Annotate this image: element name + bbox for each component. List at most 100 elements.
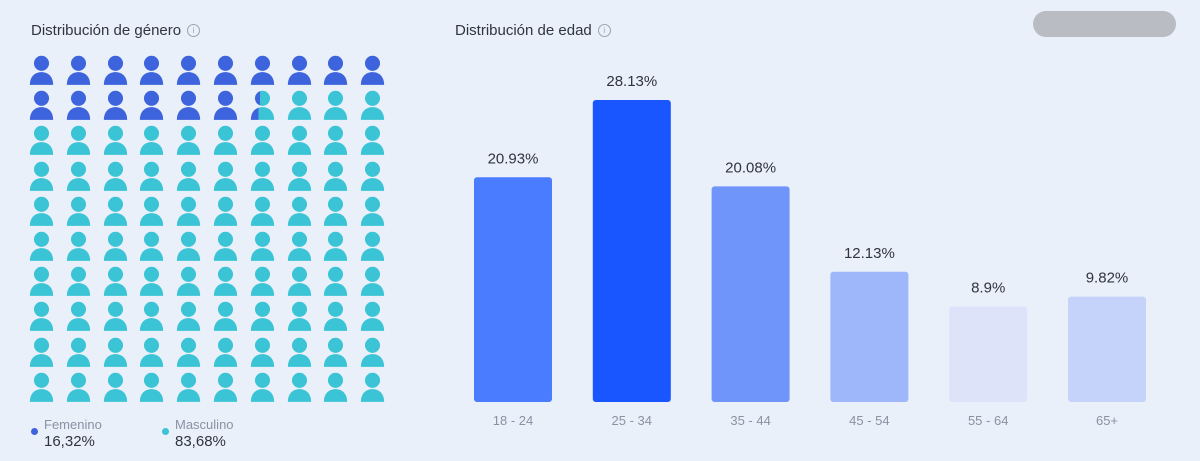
person-icon xyxy=(361,90,385,121)
person-icon xyxy=(250,372,274,402)
person-icon xyxy=(29,302,54,332)
person-icon xyxy=(213,302,238,332)
person-icon xyxy=(287,231,311,261)
legend-femenino-value: 16,32% xyxy=(44,433,95,450)
bar-value-label: 8.9% xyxy=(971,279,1005,296)
person-icon xyxy=(29,231,54,261)
person-icon xyxy=(250,161,274,191)
person-icon xyxy=(324,231,348,261)
x-tick-label: 55 - 64 xyxy=(968,413,1008,428)
person-icon xyxy=(361,337,385,367)
person-icon xyxy=(324,90,348,121)
age-bar[interactable] xyxy=(592,100,671,402)
person-icon xyxy=(250,302,274,332)
x-tick-label: 18 - 24 xyxy=(493,413,533,428)
legend-masculino-label: Masculino xyxy=(175,417,234,432)
person-icon xyxy=(361,231,385,261)
person-icon xyxy=(213,266,238,297)
person-icon xyxy=(287,302,311,332)
person-icon xyxy=(66,196,90,226)
person-icon xyxy=(324,126,348,156)
person-icon xyxy=(361,302,385,332)
person-icon xyxy=(66,55,90,85)
person-icon xyxy=(66,266,90,297)
person-icon xyxy=(287,337,311,367)
person-icon xyxy=(361,161,385,191)
person-icon xyxy=(140,337,164,367)
person-icon xyxy=(361,126,385,156)
age-bar[interactable] xyxy=(1068,296,1146,402)
person-icon xyxy=(287,196,311,226)
person-icon xyxy=(287,161,311,191)
age-bar[interactable] xyxy=(949,306,1028,402)
person-icon xyxy=(213,90,238,121)
person-icon xyxy=(29,372,54,402)
person-icon xyxy=(213,55,238,85)
person-icon xyxy=(29,55,54,85)
person-icon xyxy=(29,196,54,226)
person-icon xyxy=(177,302,201,332)
bar-value-label: 20.93% xyxy=(488,150,539,167)
person-icon xyxy=(66,90,90,121)
age-bar-chart: 20.93% 18 - 24 28.13% 25 - 34 20.08% 35 - 44 1… xyxy=(474,73,1146,428)
redacted-account-pill[interactable] xyxy=(1033,11,1176,37)
bar-value-label: 20.08% xyxy=(725,159,776,176)
person-icon xyxy=(140,266,164,297)
x-tick-label: 45 - 54 xyxy=(849,413,889,428)
person-icon xyxy=(140,302,164,332)
x-tick-label: 35 - 44 xyxy=(730,413,770,428)
person-icon xyxy=(250,196,274,226)
bar-value-label: 12.13% xyxy=(844,245,895,262)
gender-title-text: Distribución de género xyxy=(31,22,182,39)
person-icon xyxy=(29,126,54,156)
info-icon[interactable]: i xyxy=(187,24,201,37)
person-icon xyxy=(29,337,54,367)
person-icon xyxy=(29,161,54,191)
age-bar[interactable] xyxy=(830,271,909,402)
age-title-text: Distribución de edad xyxy=(455,22,592,39)
x-tick-label: 65+ xyxy=(1096,413,1118,428)
person-icon xyxy=(213,337,238,367)
person-icon xyxy=(324,196,348,226)
bar-value-label: 9.82% xyxy=(1086,270,1129,287)
person-icon xyxy=(103,266,127,297)
person-icon xyxy=(66,126,90,156)
person-icon xyxy=(29,90,54,121)
person-icon xyxy=(324,266,348,297)
person-icon xyxy=(287,266,311,297)
masculino-dot-icon xyxy=(162,428,169,435)
person-icon xyxy=(213,161,238,191)
person-icon xyxy=(213,196,238,226)
person-icon xyxy=(140,231,164,261)
person-icon xyxy=(324,337,348,367)
person-icon xyxy=(177,90,201,121)
femenino-dot-icon xyxy=(31,428,38,435)
bar-value-label: 28.13% xyxy=(606,73,657,90)
person-icon xyxy=(103,372,127,402)
gender-pictograph xyxy=(28,55,388,405)
person-icon xyxy=(250,337,274,367)
person-icon xyxy=(103,161,127,191)
person-icon xyxy=(177,55,201,85)
person-icon xyxy=(103,90,127,121)
person-icon xyxy=(250,266,274,297)
age-distribution-title: Distribución de edad i xyxy=(455,22,611,39)
person-icon xyxy=(103,126,127,156)
legend-masculino-value: 83,68% xyxy=(175,433,226,450)
person-icon xyxy=(177,266,201,297)
age-bar[interactable] xyxy=(474,177,552,402)
person-icon xyxy=(140,372,164,402)
person-icon xyxy=(140,55,164,85)
age-bar[interactable] xyxy=(711,186,790,402)
person-icon xyxy=(287,126,311,156)
person-icon xyxy=(361,372,385,402)
person-icon xyxy=(140,126,164,156)
person-icon xyxy=(103,231,127,261)
info-icon[interactable]: i xyxy=(597,24,611,37)
person-icon xyxy=(177,372,201,402)
person-icon xyxy=(66,302,90,332)
person-icon xyxy=(361,266,385,297)
legend-femenino-label: Femenino xyxy=(44,417,102,432)
person-icon xyxy=(250,55,274,85)
person-icon xyxy=(324,161,348,191)
